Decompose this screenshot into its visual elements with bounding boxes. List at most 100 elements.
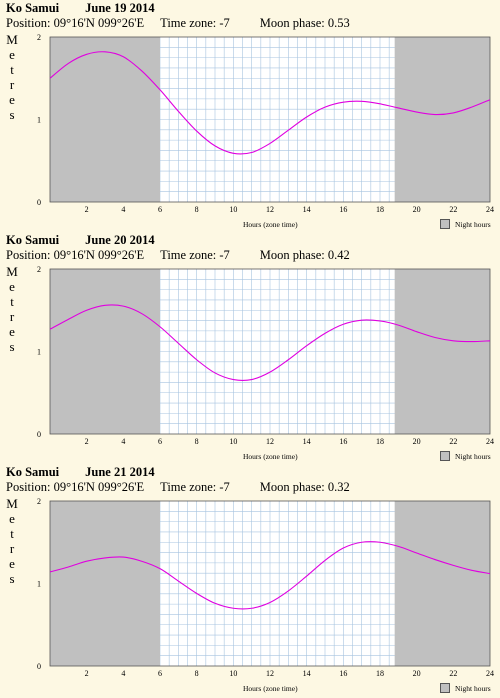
plot-frame [49,268,491,435]
x-tick-label: 10 [229,205,237,214]
moon-phase-text: Moon phase: 0.53 [259,16,350,30]
y-axis-label-letter: r [9,309,15,324]
timezone-text: Time zone: -7 [160,16,230,30]
x-axis-label: Hours (zone time) [243,452,298,461]
legend-night-hours: Night hours [440,451,491,461]
x-tick-label: 24 [486,437,494,446]
y-axis-label-letter: r [9,541,15,556]
y-axis-label-letter: s [9,571,15,586]
x-tick-label: 24 [486,669,494,678]
chart-title: Ko Samui June 20 2014 [6,233,155,248]
x-tick-label: 20 [413,437,421,446]
y-tick-label: 2 [37,33,41,42]
x-tick-label: 18 [376,437,384,446]
y-axis-label-letter: M [6,264,18,279]
x-tick-label: 2 [85,437,89,446]
tide-panel: Ko Samui June 20 2014 Position: 09°16'N 09… [0,232,500,464]
chart-title: Ko Samui June 21 2014 [6,465,155,480]
position-text: Position: 09°16'N 099°26'E [6,16,145,30]
x-tick-label: 10 [229,437,237,446]
place-name: Ko Samui [6,465,60,479]
y-axis-label-letter: e [9,511,15,526]
night-band [50,501,160,666]
x-tick-label: 16 [339,669,347,678]
tide-panel: Ko Samui June 19 2014 Position: 09°16'N 09… [0,0,500,232]
x-tick-label: 4 [121,205,125,214]
x-tick-label: 20 [413,669,421,678]
x-tick-label: 18 [376,205,384,214]
x-tick-label: 22 [449,669,457,678]
x-tick-label: 16 [339,205,347,214]
plot-frame [49,500,491,667]
y-axis-label-letter: M [6,496,18,511]
x-tick-label: 10 [229,669,237,678]
legend-swatch [440,451,450,461]
y-tick-label: 1 [37,116,41,125]
x-tick-label: 22 [449,437,457,446]
y-axis-label-letter: M [6,32,18,47]
tide-curve [49,304,491,381]
legend-label: Night hours [455,684,491,693]
x-tick-label: 24 [486,205,494,214]
position-text: Position: 09°16'N 099°26'E [6,480,145,494]
plot-frame [49,36,491,203]
y-tick-label: 2 [37,497,41,506]
y-axis-label-letter: e [9,92,15,107]
y-tick-label: 0 [37,198,41,207]
legend-label: Night hours [455,220,491,229]
position-text: Position: 09°16'N 099°26'E [6,248,145,262]
x-tick-label: 6 [158,437,162,446]
y-tick-label: 1 [37,348,41,357]
x-tick-label: 16 [339,437,347,446]
x-axis-label: Hours (zone time) [243,684,298,693]
x-tick-label: 22 [449,205,457,214]
night-band [50,269,160,434]
night-band [394,269,490,434]
y-axis-label-letter: t [10,62,14,77]
y-axis-label-letter: e [9,47,15,62]
x-tick-label: 12 [266,437,274,446]
chart-title: Ko Samui June 19 2014 [6,1,155,16]
tide-curve [49,541,491,610]
moon-phase-text: Moon phase: 0.42 [259,248,350,262]
x-tick-label: 8 [195,669,199,678]
x-tick-label: 12 [266,669,274,678]
chart-date: June 19 2014 [85,1,155,15]
y-axis-label-letter: e [9,279,15,294]
y-tick-label: 0 [37,430,41,439]
legend-night-hours: Night hours [440,219,491,229]
chart-date: June 20 2014 [85,233,155,247]
x-tick-label: 18 [376,669,384,678]
chart-subtitle: Position: 09°16'N 099°26'E Time zone: -7 M… [6,248,350,263]
x-tick-label: 12 [266,205,274,214]
x-tick-label: 14 [303,205,311,214]
tide-curve [49,51,491,155]
x-tick-label: 8 [195,205,199,214]
legend-label: Night hours [455,452,491,461]
x-tick-label: 14 [303,669,311,678]
x-tick-label: 4 [121,669,125,678]
chart-subtitle: Position: 09°16'N 099°26'E Time zone: -7 M… [6,16,350,31]
place-name: Ko Samui [6,233,60,247]
x-tick-label: 2 [85,669,89,678]
y-axis-label-letter: s [9,339,15,354]
night-band [394,501,490,666]
x-tick-label: 6 [158,669,162,678]
timezone-text: Time zone: -7 [160,248,230,262]
legend-swatch [440,219,450,229]
x-axis-label: Hours (zone time) [243,220,298,229]
y-tick-label: 0 [37,662,41,671]
x-tick-label: 20 [413,205,421,214]
legend-swatch [440,683,450,693]
x-tick-label: 4 [121,437,125,446]
y-axis-label-letter: t [10,294,14,309]
night-band [50,37,160,202]
y-tick-label: 2 [37,265,41,274]
chart-subtitle: Position: 09°16'N 099°26'E Time zone: -7 M… [6,480,350,495]
